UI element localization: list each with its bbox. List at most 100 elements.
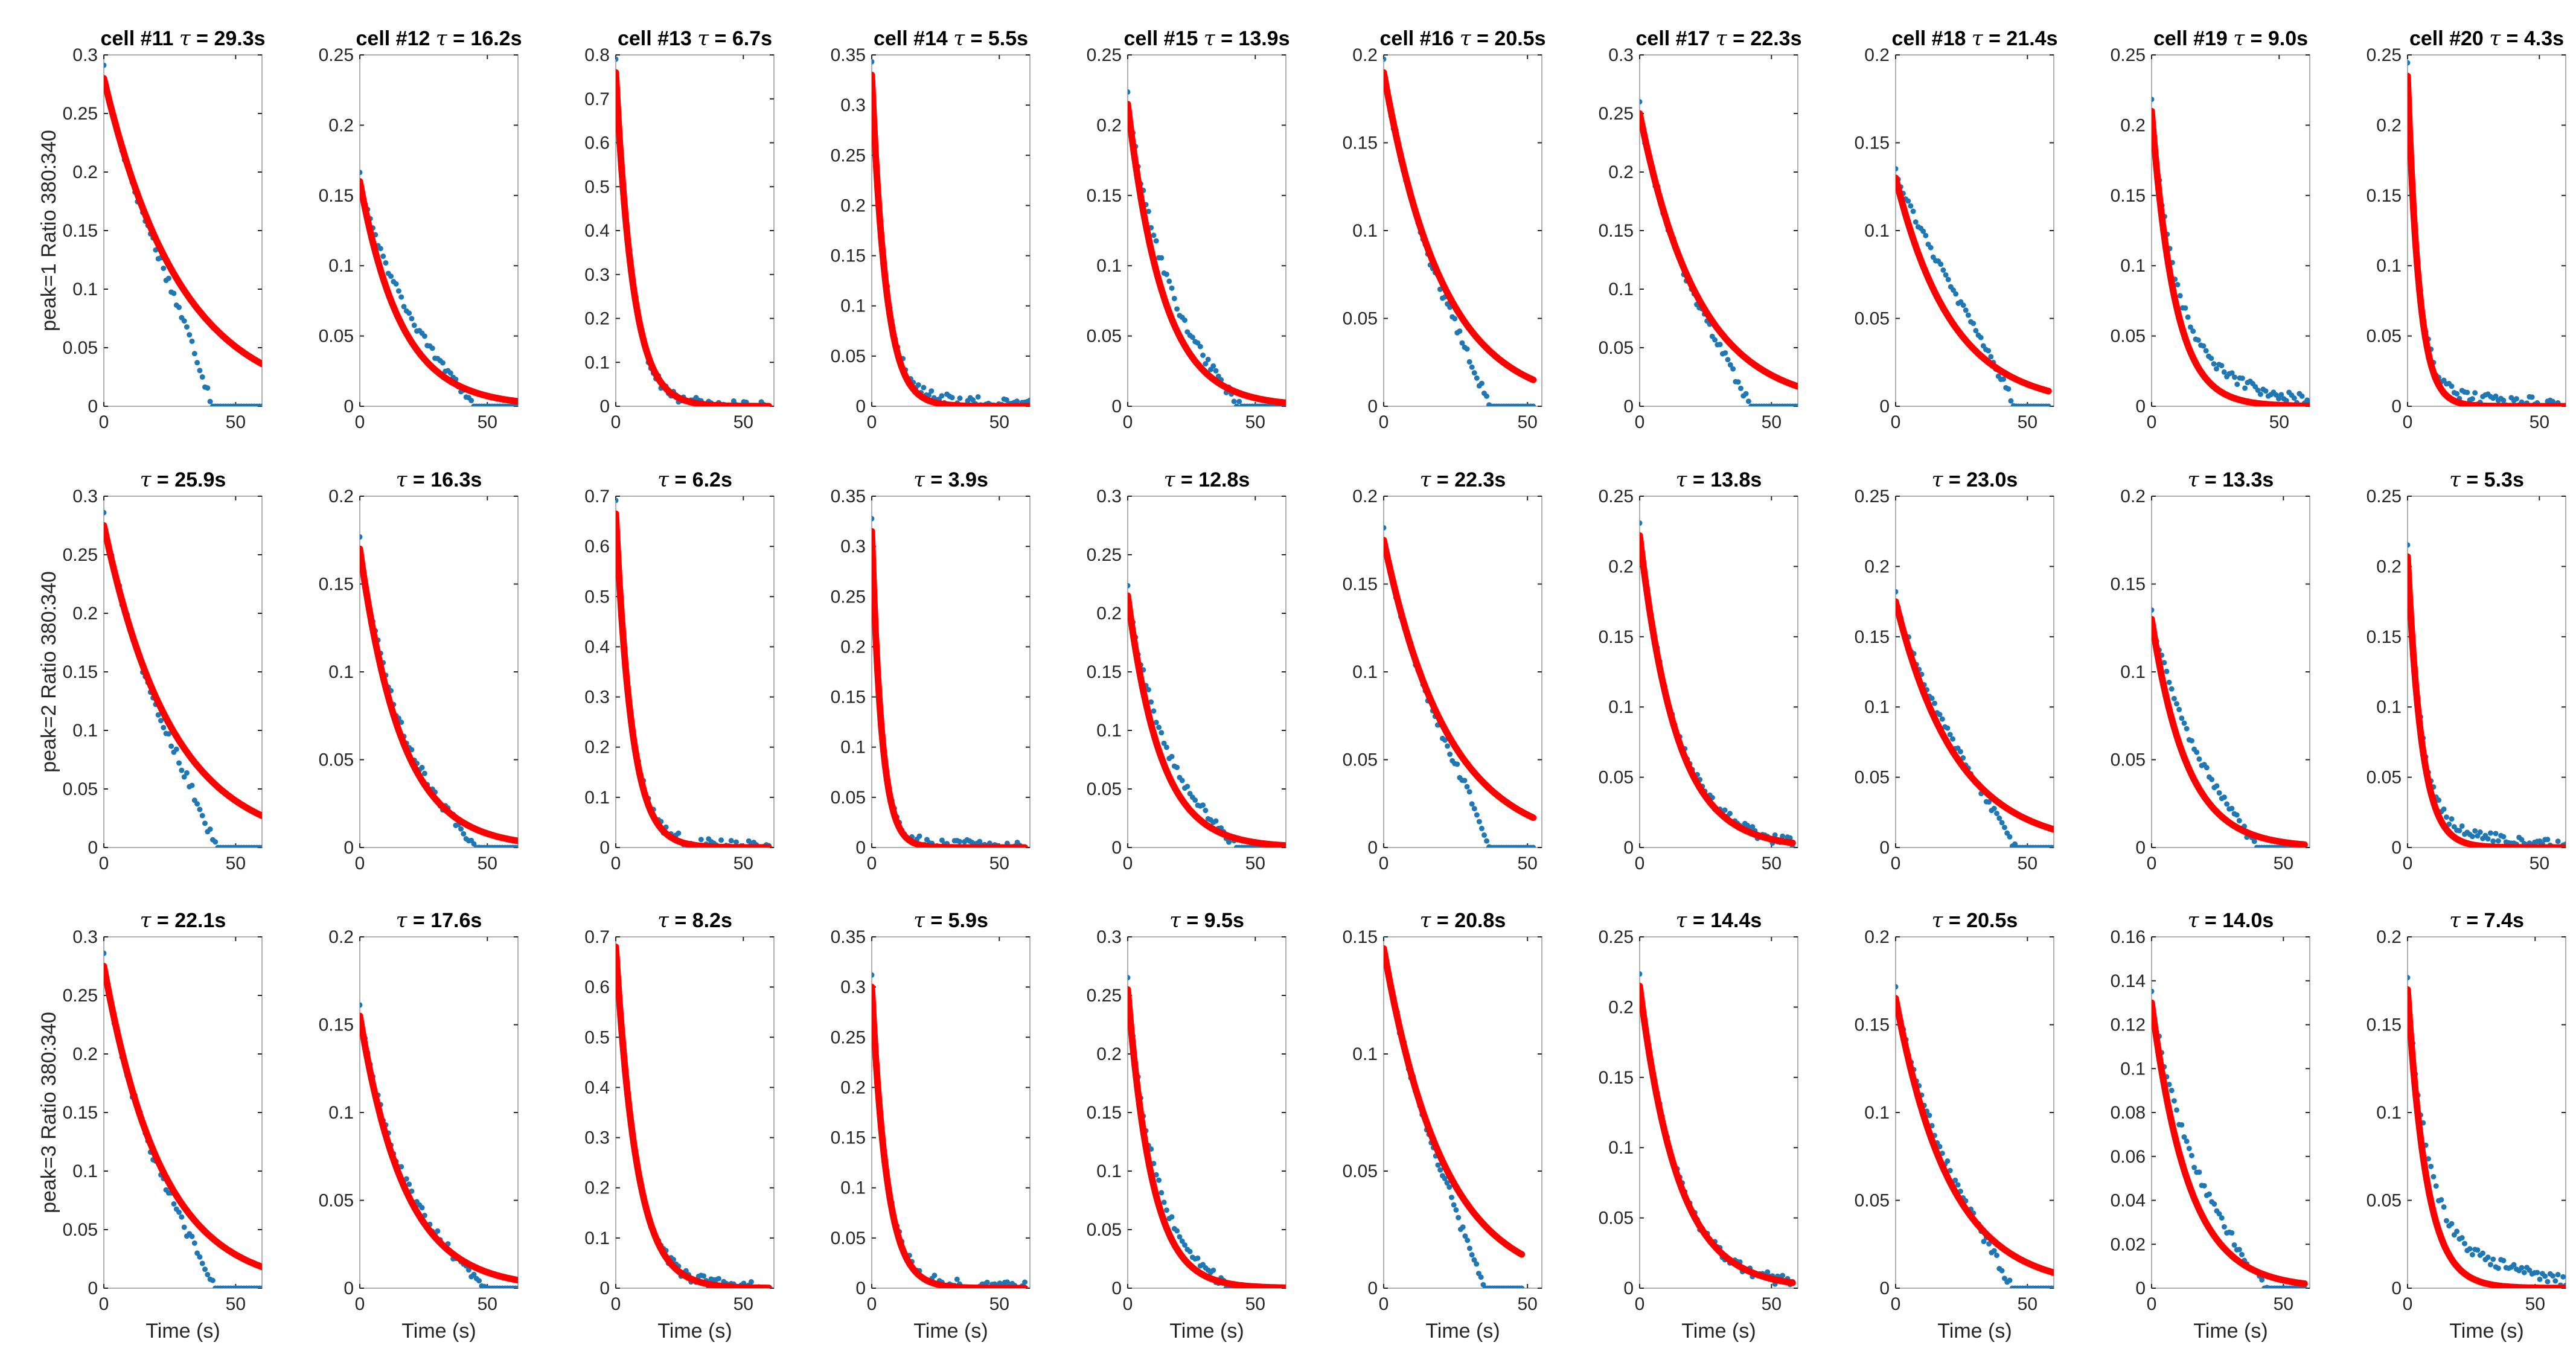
data-point <box>1717 342 1723 348</box>
data-point <box>380 254 386 260</box>
y-tick-label: 0.25 <box>1855 487 1890 506</box>
y-tick-label: 0.2 <box>328 927 354 947</box>
data-point <box>1153 720 1159 726</box>
tau-value: = 22.3s <box>1727 27 1802 50</box>
y-tick-label: 0.15 <box>319 186 354 206</box>
y-tick-label: 0 <box>855 838 866 858</box>
y-tick-label: 0.15 <box>831 246 866 266</box>
data-point <box>916 833 922 839</box>
data-point <box>613 931 619 936</box>
y-tick-label: 0.7 <box>584 927 610 947</box>
data-point <box>1174 764 1180 770</box>
y-tick-label: 0.1 <box>2120 662 2146 682</box>
data-point <box>2234 812 2240 818</box>
x-tick-label: 0 <box>1123 854 1133 873</box>
cell-id: cell #15 <box>1124 27 1204 50</box>
tau-symbol: τ <box>2489 27 2501 51</box>
panel-title: τ = 25.9s <box>140 468 226 492</box>
y-tick-label: 0.15 <box>1599 627 1634 647</box>
y-tick-label: 0 <box>1623 838 1634 858</box>
data-point <box>1163 744 1169 750</box>
data-point <box>191 1240 197 1246</box>
data-point <box>2472 390 2478 396</box>
y-tick-label: 0 <box>344 1279 354 1298</box>
tau-symbol: τ <box>179 27 191 51</box>
data-point <box>2201 1183 2207 1189</box>
fit-curve <box>1128 592 1286 848</box>
y-tick-label: 0.2 <box>584 738 610 758</box>
data-point <box>2191 1164 2197 1170</box>
x-tick-label: 50 <box>1245 854 1265 873</box>
data-point <box>1947 732 1953 738</box>
plot-area <box>872 516 1028 848</box>
tau-symbol: τ <box>2449 468 2461 492</box>
data-point <box>1166 278 1172 284</box>
data-point <box>2555 838 2561 845</box>
data-point <box>2045 403 2051 406</box>
panel-title: τ = 12.8s <box>1164 468 1250 492</box>
plot-area <box>2152 607 2308 848</box>
y-tick-label: 0.1 <box>2120 1059 2146 1079</box>
fit-curve <box>104 75 262 368</box>
cell-id: cell #16 <box>1380 27 1460 50</box>
data-point <box>2008 398 2014 404</box>
subplot: 0 0.05 0.1 0.15 0.2 0 50 τ = 16.3s <box>319 468 519 873</box>
subplot: 0 0.05 0.1 0.15 0.2 0.25 0.3 0.35 0 50 cell #14 τ … <box>831 27 1031 432</box>
y-tick-label: 0 <box>1367 397 1378 417</box>
data-point <box>1474 812 1480 818</box>
tau-value: = 14.4s <box>1687 909 1762 932</box>
x-axis-label: Time (s) <box>1937 1320 2012 1343</box>
axes-box <box>103 936 263 1289</box>
row-ylabel: peak=3 Ratio 380:340 <box>37 1012 60 1213</box>
tau-symbol: τ <box>396 908 408 933</box>
data-point <box>409 316 415 322</box>
x-tick-label: 0 <box>1123 1294 1133 1314</box>
data-point <box>1187 1248 1193 1254</box>
data-point <box>1169 285 1175 291</box>
y-tick-label: 0.1 <box>2376 1103 2402 1123</box>
x-tick-label: 50 <box>478 1294 497 1314</box>
x-tick-label: 50 <box>1245 1294 1265 1314</box>
x-tick-label: 0 <box>2403 1294 2413 1314</box>
y-tick-label: 0.05 <box>831 788 866 808</box>
y-tick-label: 0.3 <box>1096 487 1122 506</box>
x-tick-label: 0 <box>867 412 877 432</box>
y-tick-label: 0.15 <box>1855 627 1890 647</box>
data-point <box>2433 1183 2439 1189</box>
data-point <box>2438 1197 2444 1203</box>
data-point <box>1231 398 1237 404</box>
subplot: 0 0.05 0.1 0.15 0.2 0.25 0 50 cell #20 τ = 4.3s <box>2367 27 2566 432</box>
x-tick-label: 50 <box>1245 412 1265 432</box>
x-tick-label: 50 <box>1762 1294 1782 1314</box>
data-point <box>1986 799 1992 805</box>
data-point <box>1464 784 1470 790</box>
data-point <box>1743 391 1749 397</box>
data-point <box>2485 1254 2491 1260</box>
cell-id: cell #18 <box>1892 27 1972 50</box>
fit-curve <box>2152 107 2310 406</box>
data-point <box>1973 328 1979 334</box>
data-point <box>1444 1180 1450 1186</box>
data-point <box>476 1278 482 1284</box>
y-tick-label: 0.1 <box>840 738 866 758</box>
axes-box <box>871 496 1031 848</box>
y-tick-label: 0.2 <box>1608 997 1634 1017</box>
data-point <box>1161 740 1167 746</box>
y-tick-label: 0.1 <box>584 1228 610 1248</box>
data-point <box>1910 208 1916 214</box>
fit-curve <box>1640 532 1796 846</box>
y-tick-label: 0 <box>88 397 98 417</box>
data-point <box>1471 370 1477 376</box>
y-tick-label: 0.1 <box>1352 221 1378 241</box>
data-point <box>949 395 955 401</box>
data-point <box>2449 816 2455 822</box>
fit-curve <box>2408 986 2566 1288</box>
data-point <box>676 830 682 836</box>
tau-symbol: τ <box>1204 27 1216 51</box>
data-point <box>2211 1201 2217 1207</box>
x-tick-label: 50 <box>2530 854 2549 873</box>
data-point <box>2443 814 2449 820</box>
y-tick-label: 0.16 <box>2111 927 2146 947</box>
data-point <box>2171 1098 2177 1104</box>
